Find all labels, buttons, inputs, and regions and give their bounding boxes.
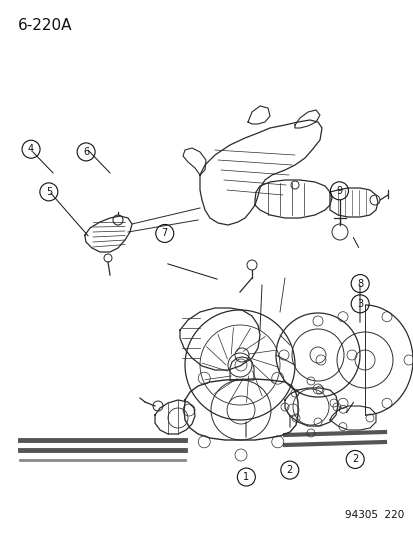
Text: 94305  220: 94305 220 [344, 510, 403, 520]
Text: 9: 9 [336, 186, 342, 196]
Text: 2: 2 [286, 465, 292, 475]
Text: 3: 3 [356, 299, 362, 309]
Text: 6: 6 [83, 147, 89, 157]
Text: 4: 4 [28, 144, 34, 154]
Text: 6-220A: 6-220A [18, 18, 72, 33]
Text: 1: 1 [243, 472, 249, 482]
Text: 2: 2 [351, 455, 358, 464]
Text: 5: 5 [45, 187, 52, 197]
Text: 8: 8 [356, 279, 362, 288]
Text: 7: 7 [161, 229, 168, 238]
